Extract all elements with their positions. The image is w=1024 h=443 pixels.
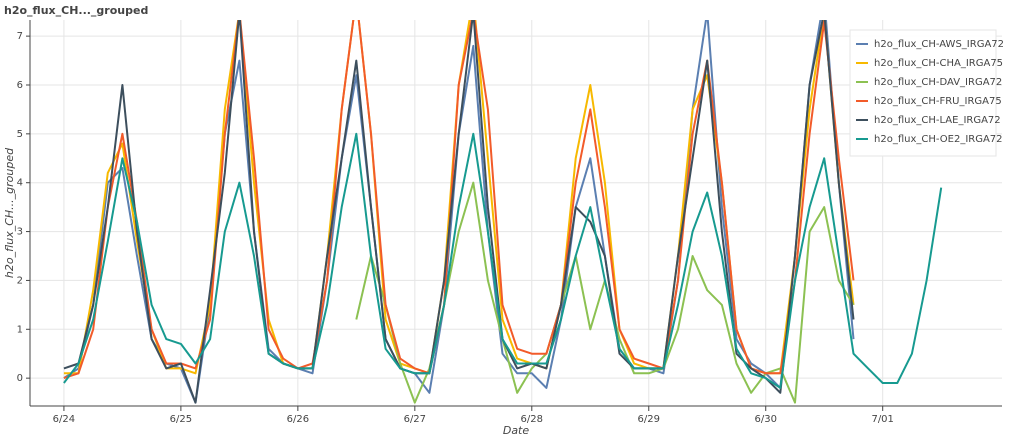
x-tick-label: 7/01 [871, 414, 893, 425]
legend: h2o_flux_CH-AWS_IRGA72 h2o_flux_CH-CHA_IR… [849, 29, 1004, 157]
legend-label: h2o_flux_CH-DAV_IRGA72 [874, 77, 1002, 88]
series-line [63, 132, 943, 389]
y-tick-label: 3 [17, 227, 23, 238]
grid [30, 20, 1002, 406]
y-axis-label: h2o_flux_CH..._grouped [3, 147, 16, 278]
x-tick-label: 6/27 [404, 414, 426, 425]
x-axis-label: Date [503, 424, 530, 437]
legend-label: h2o_flux_CH-OE2_IRGA72 [874, 134, 1003, 145]
legend-box [849, 29, 997, 157]
y-tick-label: 7 [17, 31, 23, 42]
x-tick-label: 6/26 [287, 414, 309, 425]
x-tick-label: 6/29 [638, 414, 660, 425]
legend-label: h2o_flux_CH-CHA_IRGA75 [874, 58, 1003, 69]
x-tick-label: 6/28 [521, 414, 543, 425]
y-tick-label: 0 [17, 373, 23, 384]
series-line [63, 20, 855, 404]
y-tick-label: 2 [17, 275, 23, 286]
x-tick-label: 6/24 [53, 414, 75, 425]
y-tick-label: 6 [17, 80, 23, 91]
chart-title: h2o_flux_CH..._grouped [4, 4, 148, 17]
plot-area [63, 20, 943, 404]
legend-label: h2o_flux_CH-AWS_IRGA72 [874, 39, 1004, 50]
y-tick-label: 4 [17, 178, 23, 189]
x-tick-label: 6/30 [754, 414, 776, 425]
y-tick-label: 1 [17, 324, 23, 335]
x-tick-label: 6/25 [170, 414, 192, 425]
legend-label: h2o_flux_CH-FRU_IRGA75 [874, 96, 1002, 107]
y-tick-label: 5 [17, 129, 23, 140]
legend-label: h2o_flux_CH-LAE_IRGA72 [874, 115, 1001, 126]
series-line [63, 20, 855, 380]
